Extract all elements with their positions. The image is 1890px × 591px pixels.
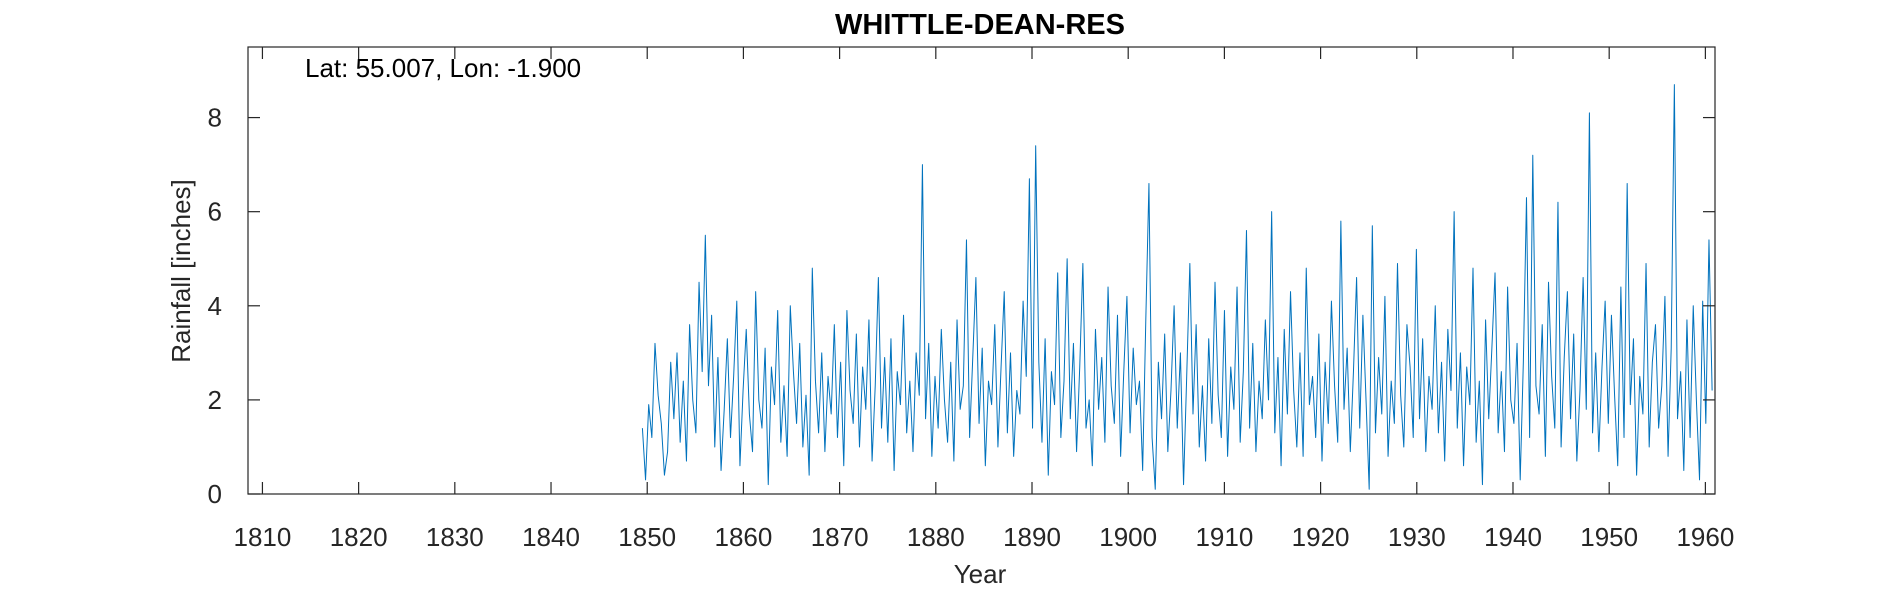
x-axis-label: Year [954, 559, 1007, 589]
x-tick-label: 1920 [1292, 522, 1350, 552]
x-tick-label: 1820 [330, 522, 388, 552]
x-tick-label: 1850 [618, 522, 676, 552]
x-tick-label: 1930 [1388, 522, 1446, 552]
x-tick-label: 1810 [234, 522, 292, 552]
y-tick-label: 8 [208, 103, 222, 133]
coordinates-annotation: Lat: 55.007, Lon: -1.900 [305, 53, 581, 83]
x-tick-label: 1830 [426, 522, 484, 552]
y-tick-label: 6 [208, 197, 222, 227]
y-tick-label: 0 [208, 479, 222, 509]
y-tick-label: 4 [208, 291, 222, 321]
x-tick-label: 1910 [1195, 522, 1253, 552]
chart-title: WHITTLE-DEAN-RES [835, 9, 1125, 41]
x-tick-label: 1870 [811, 522, 869, 552]
rainfall-series-line [641, 84, 1713, 490]
x-tick-label: 1960 [1676, 522, 1734, 552]
x-tick-label: 1840 [522, 522, 580, 552]
y-tick-label: 2 [208, 385, 222, 415]
ticks-group: 1810 1820 1830 1840 1850 1860 1870 1880 1890 1900… [208, 47, 1734, 552]
x-tick-label: 1950 [1580, 522, 1638, 552]
series-group [641, 84, 1713, 490]
x-tick-label: 1890 [1003, 522, 1061, 552]
y-axis-label: Rainfall [inches] [166, 179, 196, 363]
x-tick-label: 1860 [714, 522, 772, 552]
x-tick-label: 1900 [1099, 522, 1157, 552]
x-tick-label: 1880 [907, 522, 965, 552]
plot-frame [247, 46, 1716, 495]
x-tick-label: 1940 [1484, 522, 1542, 552]
plot-area-box [247, 46, 1716, 495]
